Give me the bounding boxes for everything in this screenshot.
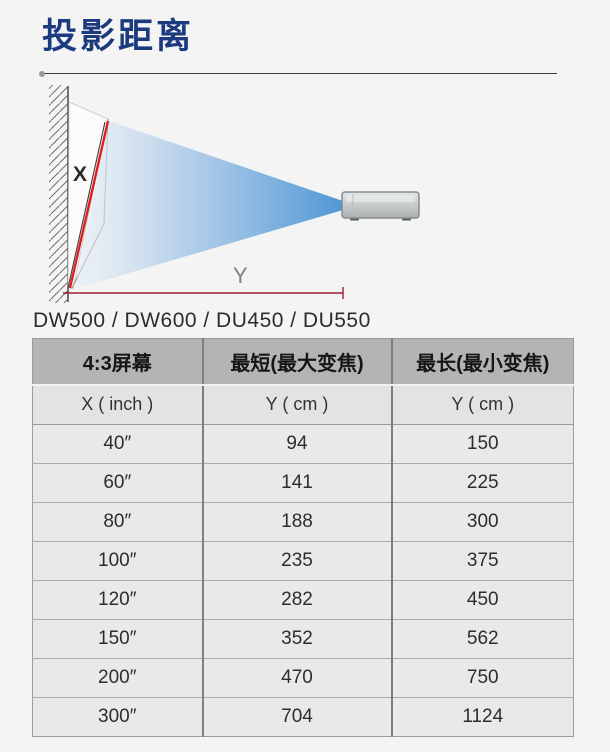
cell-size: 60″ bbox=[32, 463, 204, 503]
cell-size: 200″ bbox=[32, 658, 204, 698]
cell-max: 450 bbox=[391, 580, 574, 620]
cell-max: 150 bbox=[391, 424, 574, 464]
table-row: 40″ 94 150 bbox=[32, 424, 574, 464]
cell-min: 282 bbox=[202, 580, 393, 620]
y-dimension-label: Y bbox=[233, 263, 248, 288]
table-row: 300″ 704 1124 bbox=[32, 697, 574, 737]
cell-min: 188 bbox=[202, 502, 393, 542]
header-min-distance: 最短(最大变焦) bbox=[202, 338, 393, 386]
cell-min: 141 bbox=[202, 463, 393, 503]
projection-distance-diagram: X Y bbox=[49, 85, 420, 303]
cell-size: 300″ bbox=[32, 697, 204, 737]
title-divider bbox=[42, 73, 557, 74]
cell-size: 150″ bbox=[32, 619, 204, 659]
cell-max: 750 bbox=[391, 658, 574, 698]
cell-size: 40″ bbox=[32, 424, 204, 464]
header-max-distance: 最长(最小变焦) bbox=[391, 338, 574, 386]
cell-min: 470 bbox=[202, 658, 393, 698]
table-row: 150″ 352 562 bbox=[32, 619, 574, 659]
table-row: 120″ 282 450 bbox=[32, 580, 574, 620]
header-screen-size: 4:3屏幕 bbox=[32, 338, 204, 386]
subheader-x-inch: X ( inch ) bbox=[32, 384, 204, 425]
projector bbox=[341, 191, 420, 221]
screen-edge-dark-line bbox=[67, 121, 106, 289]
table-row: 60″ 141 225 bbox=[32, 463, 574, 503]
cell-max: 562 bbox=[391, 619, 574, 659]
cell-min: 704 bbox=[202, 697, 393, 737]
table-row: 100″ 235 375 bbox=[32, 541, 574, 581]
cell-min: 352 bbox=[202, 619, 393, 659]
x-dimension-label: X bbox=[73, 163, 87, 186]
page-title: 投影距离 bbox=[42, 17, 195, 56]
cell-size: 80″ bbox=[32, 502, 204, 542]
throw-distance-table: 4:3屏幕 最短(最大变焦) 最长(最小变焦) X ( inch ) Y ( c… bbox=[32, 338, 574, 737]
y-measure-line bbox=[63, 287, 344, 299]
subheader-y-cm-min: Y ( cm ) bbox=[202, 384, 393, 425]
table-subheader-row: X ( inch ) Y ( cm ) Y ( cm ) bbox=[32, 384, 574, 425]
cell-max: 300 bbox=[391, 502, 574, 542]
subheader-y-cm-max: Y ( cm ) bbox=[391, 384, 574, 425]
divider-dot bbox=[39, 70, 45, 77]
cell-max: 225 bbox=[391, 463, 574, 503]
table-row: 80″ 188 300 bbox=[32, 502, 574, 542]
table-row: 200″ 470 750 bbox=[32, 658, 574, 698]
wall-hatching bbox=[49, 85, 68, 303]
screen-edge-red-line bbox=[68, 120, 110, 289]
projection-beam bbox=[75, 121, 343, 289]
table-header-row: 4:3屏幕 最短(最大变焦) 最长(最小变焦) bbox=[32, 338, 574, 386]
cell-size: 120″ bbox=[32, 580, 204, 620]
cell-max: 1124 bbox=[391, 697, 574, 737]
cell-min: 235 bbox=[202, 541, 393, 581]
model-list: DW500 / DW600 / DU450 / DU550 bbox=[33, 309, 371, 332]
cell-min: 94 bbox=[202, 424, 393, 464]
cell-max: 375 bbox=[391, 541, 574, 581]
cell-size: 100″ bbox=[32, 541, 204, 581]
